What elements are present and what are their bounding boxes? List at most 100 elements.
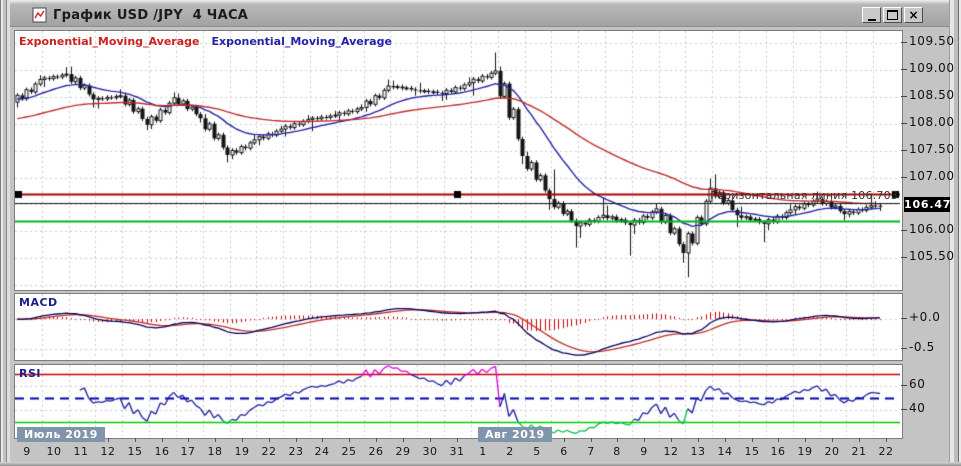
window-frame-left	[0, 0, 10, 466]
window-buttons: ×	[860, 7, 923, 23]
date-label: 16	[154, 445, 170, 458]
price-tick-label: 108.50	[909, 88, 955, 102]
date-label: 22	[261, 445, 277, 458]
price-tick-label: 107.00	[909, 169, 955, 183]
date-label: 13	[690, 445, 706, 458]
minimize-button[interactable]	[862, 7, 881, 23]
macd-tick	[901, 348, 907, 349]
date-label: 21	[851, 445, 867, 458]
date-tick	[832, 438, 833, 442]
price-tick	[901, 96, 907, 97]
date-tick	[644, 438, 645, 442]
date-label: 16	[770, 445, 786, 458]
price-tick	[901, 257, 907, 258]
date-label: 2	[506, 445, 514, 458]
macd-label: MACD	[19, 296, 58, 309]
price-tick	[901, 42, 907, 43]
date-label: 7	[587, 445, 595, 458]
close-icon: ×	[908, 8, 919, 22]
price-tick	[901, 69, 907, 70]
rsi-tick-label: 40	[909, 401, 926, 415]
date-tick	[188, 438, 189, 442]
rsi-label: RSI	[19, 367, 41, 380]
date-label: 1	[479, 445, 487, 458]
date-tick	[215, 438, 216, 442]
macd-tick-label: +0.0	[909, 310, 941, 324]
macd-panel: MACD	[14, 293, 903, 361]
date-tick	[886, 438, 887, 442]
window-frame-right	[949, 0, 961, 466]
window-frame-bottom	[0, 462, 961, 466]
date-tick	[242, 438, 243, 442]
date-label: 14	[717, 445, 733, 458]
date-label: 31	[449, 445, 465, 458]
date-label: 15	[744, 445, 760, 458]
price-tick	[901, 150, 907, 151]
month-badge-august: Авг 2019	[478, 427, 552, 442]
date-tick	[162, 438, 163, 442]
rsi-canvas[interactable]	[15, 365, 900, 436]
date-tick	[725, 438, 726, 442]
macd-tick-label: -0.5	[909, 340, 935, 354]
price-tick	[901, 177, 907, 178]
price-tick-label: 109.00	[909, 61, 955, 75]
date-label: 12	[100, 445, 116, 458]
date-label: 29	[395, 445, 411, 458]
date-tick	[296, 438, 297, 442]
date-tick	[430, 438, 431, 442]
rsi-tick-label: 60	[909, 377, 926, 391]
price-tick	[901, 123, 907, 124]
date-label: 19	[797, 445, 813, 458]
date-label: 10	[46, 445, 62, 458]
date-tick	[564, 438, 565, 442]
date-label: 20	[824, 445, 840, 458]
indicator-legend: Exponential_Moving_Average Exponential_Mo…	[19, 35, 398, 48]
date-label: 8	[613, 445, 621, 458]
date-tick	[698, 438, 699, 442]
date-tick	[617, 438, 618, 442]
maximize-button[interactable]	[883, 7, 902, 23]
date-label: 23	[288, 445, 304, 458]
date-tick	[752, 438, 753, 442]
ema-legend-red[interactable]: Exponential_Moving_Average	[19, 35, 200, 48]
date-label: 22	[878, 445, 894, 458]
price-tick-label: 109.50	[909, 34, 955, 48]
date-tick	[322, 438, 323, 442]
rsi-panel: RSI	[14, 364, 903, 439]
date-label: 24	[314, 445, 330, 458]
date-label: 6	[560, 445, 568, 458]
macd-canvas[interactable]	[15, 294, 900, 358]
date-tick	[457, 438, 458, 442]
close-button[interactable]: ×	[904, 7, 923, 23]
date-tick	[108, 438, 109, 442]
horizontal-line-label[interactable]: Горизонтальная линия 106.703	[710, 189, 898, 202]
title-bar[interactable]: График USD /JPY 4 ЧАСА ×	[10, 4, 949, 27]
chart-icon	[32, 7, 48, 23]
date-tick	[778, 438, 779, 442]
macd-tick	[901, 318, 907, 319]
minimize-icon	[867, 18, 876, 21]
date-label: 5	[533, 445, 541, 458]
date-tick	[135, 438, 136, 442]
date-tick	[671, 438, 672, 442]
price-chart-canvas[interactable]	[15, 31, 900, 288]
maximize-icon	[887, 10, 898, 20]
date-tick	[591, 438, 592, 442]
price-tick-label: 108.00	[909, 115, 955, 129]
date-label: 9	[640, 445, 648, 458]
date-tick	[859, 438, 860, 442]
price-tick	[901, 230, 907, 231]
date-tick	[805, 438, 806, 442]
price-panel: Exponential_Moving_Average Exponential_Mo…	[14, 30, 903, 291]
price-tick-label: 105.50	[909, 249, 955, 263]
ema-legend-blue[interactable]: Exponential_Moving_Average	[211, 35, 392, 48]
date-label: 15	[127, 445, 143, 458]
rsi-tick	[901, 385, 907, 386]
price-tick-label: 107.50	[909, 142, 955, 156]
window-frame-top	[0, 0, 961, 4]
date-tick	[376, 438, 377, 442]
date-tick	[403, 438, 404, 442]
date-label: 30	[422, 445, 438, 458]
